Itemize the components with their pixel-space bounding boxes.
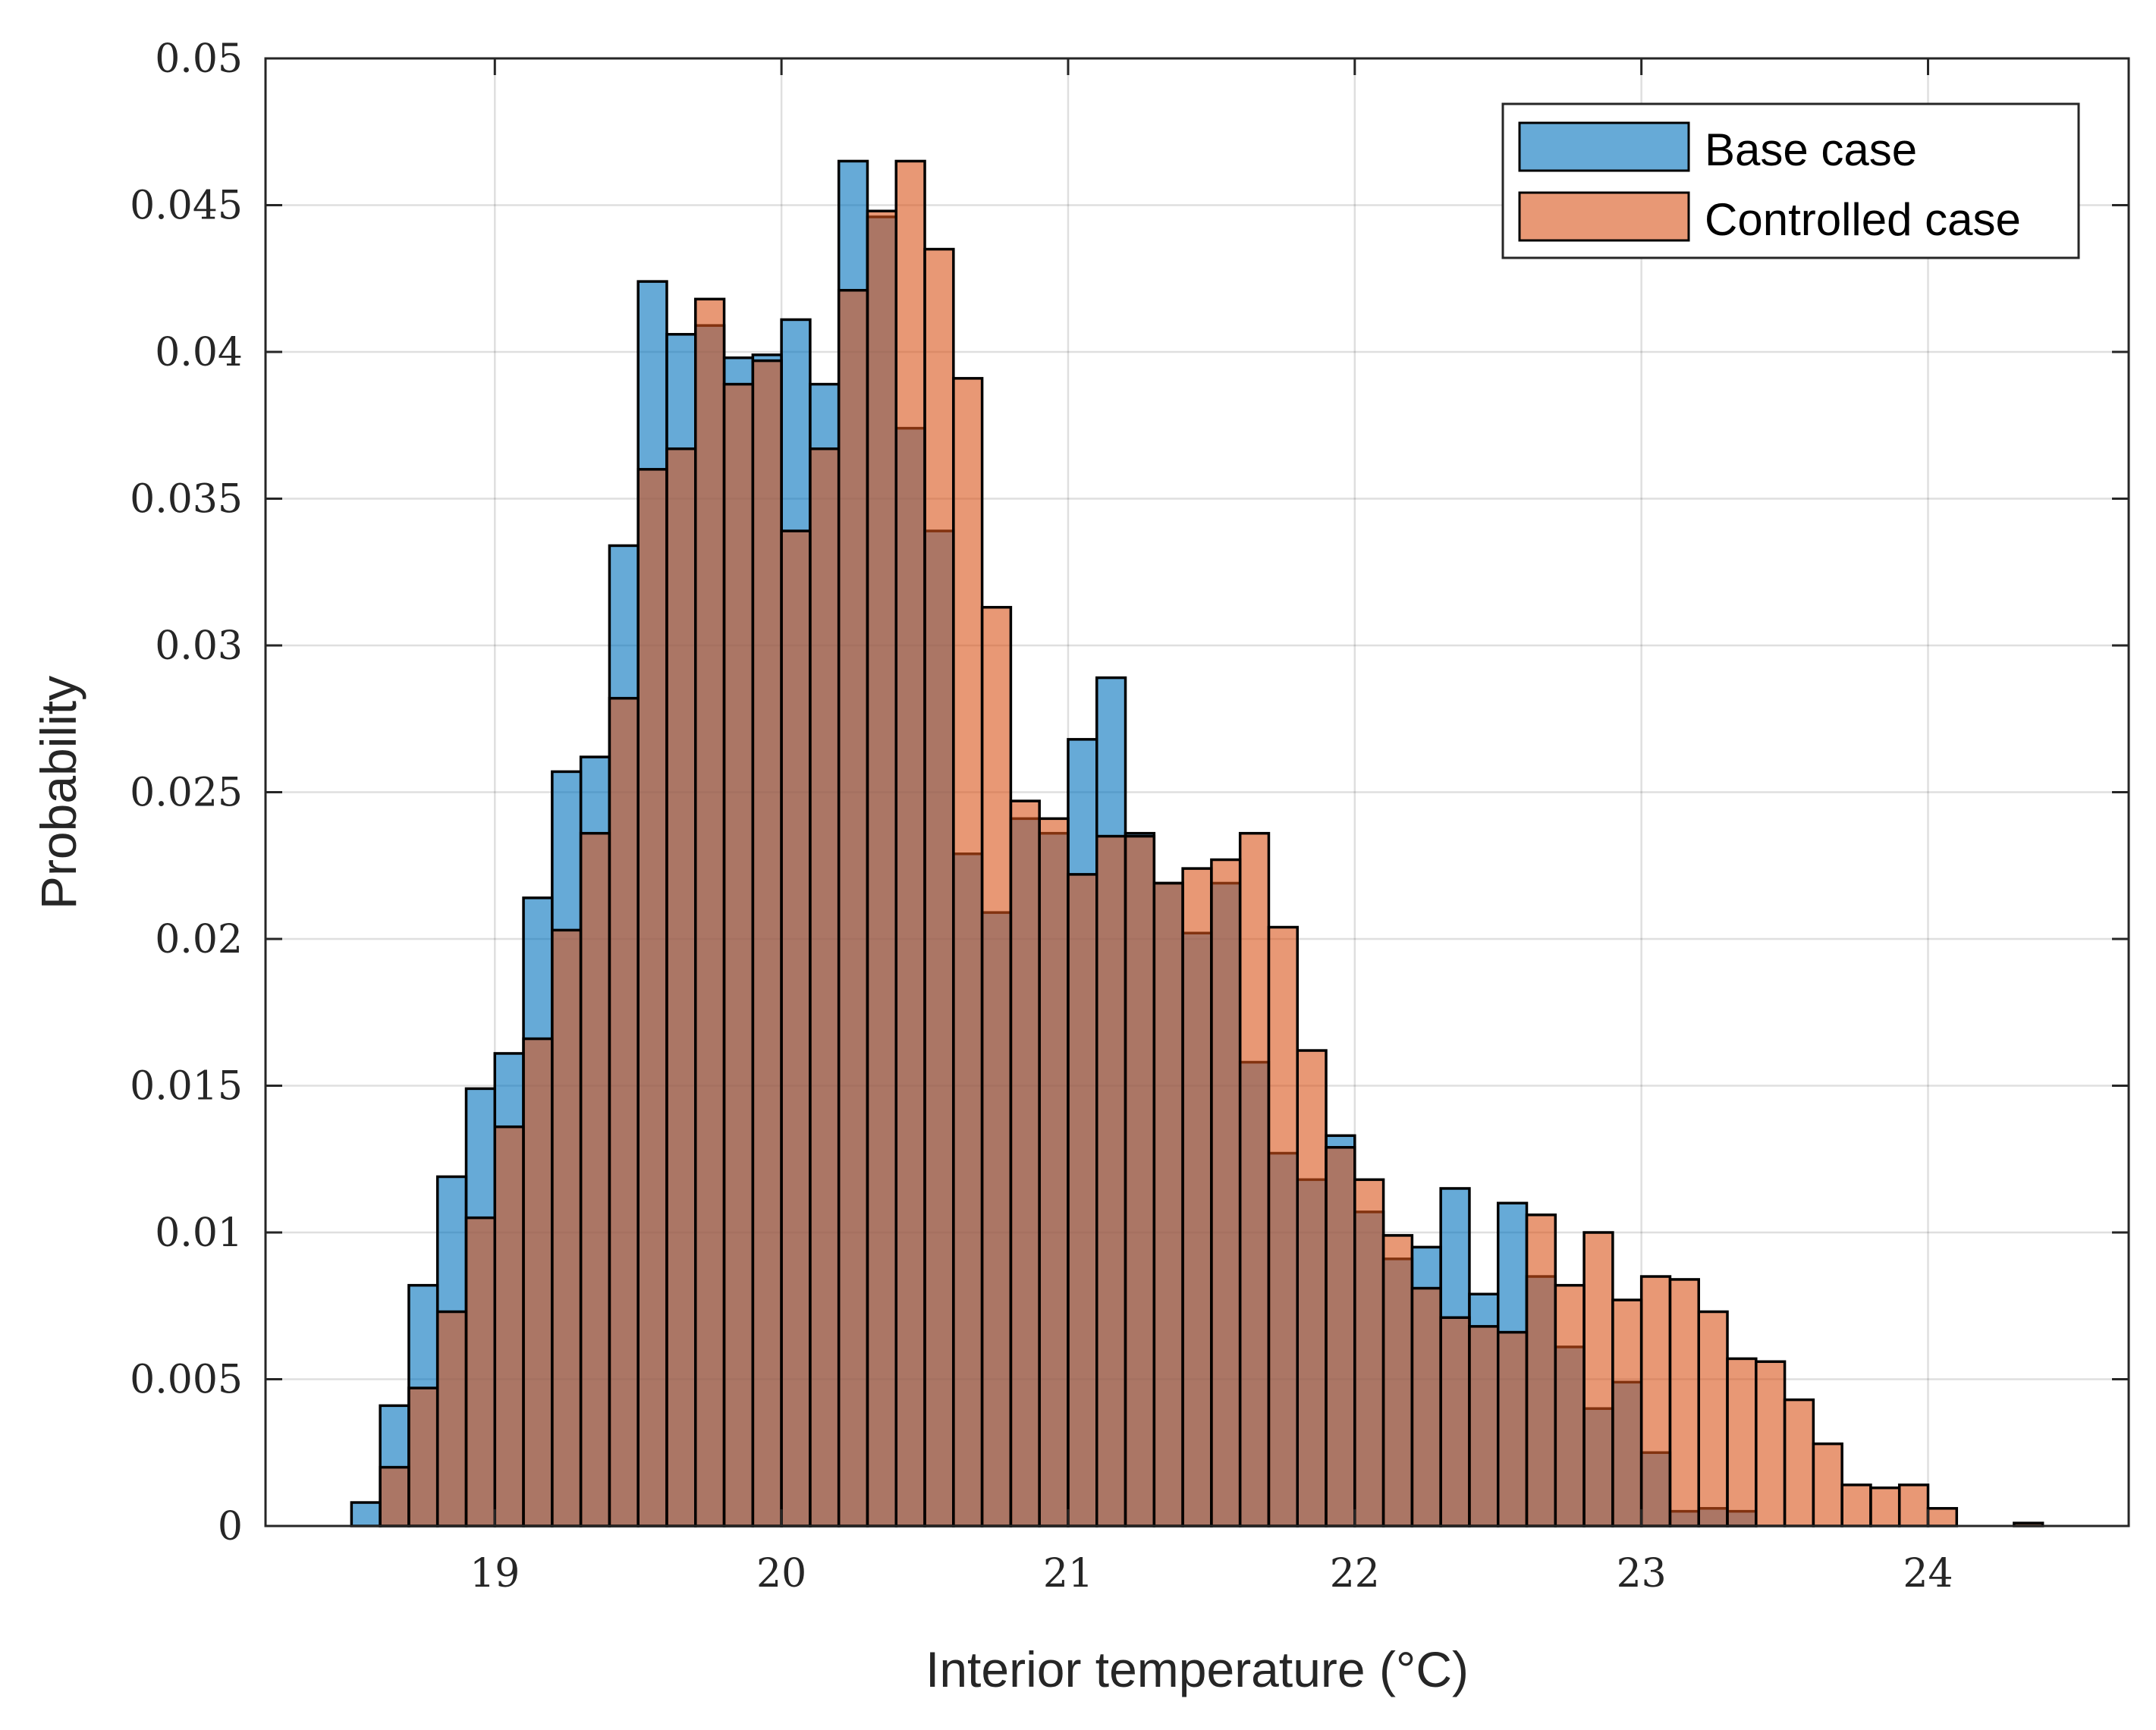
controlled-case-bar [1726, 1357, 1758, 1527]
y-tick-labels: 0 0.005 0.01 0.015 0.02 0.025 0.03 0.035 0.04 0.0… [130, 36, 243, 1549]
x-axis-title: Interior temperature (°C) [926, 1641, 1469, 1697]
y-tick-label: 0 [218, 1504, 243, 1549]
x-tick-label: 24 [1903, 1551, 1953, 1597]
x-tick-label: 22 [1330, 1551, 1380, 1597]
controlled-case-bar [1381, 1234, 1414, 1527]
y-tick-label: 0.045 [130, 184, 243, 229]
y-tick-label: 0.035 [130, 477, 243, 523]
controlled-case-bar [1296, 1049, 1328, 1527]
controlled-case-bar [809, 447, 841, 1527]
y-tick-label: 0.01 [155, 1210, 243, 1256]
y-tick-label: 0.025 [130, 771, 243, 816]
x-tick-label: 21 [1043, 1551, 1093, 1597]
controlled-case-bar [952, 377, 984, 1527]
controlled-case-bar [980, 605, 1013, 1527]
controlled-case-bar [1152, 881, 1184, 1527]
y-tick-label: 0.04 [155, 330, 243, 375]
controlled-case-bar [1496, 1330, 1529, 1527]
controlled-case-bar [1181, 867, 1213, 1527]
controlled-case-bar [1267, 925, 1299, 1527]
controlled-case-bar [923, 247, 955, 1527]
x-tick-label: 20 [756, 1551, 806, 1597]
legend-label-base-case: Base case [1705, 124, 1917, 175]
legend-swatch-controlled-case [1518, 191, 1690, 242]
controlled-case-bar [1325, 1146, 1356, 1527]
controlled-case-bar [493, 1125, 525, 1527]
controlled-case-bar [751, 359, 783, 1527]
x-tick-label: 23 [1617, 1551, 1667, 1597]
y-axis-title: Probability [30, 676, 86, 909]
controlled-case-bar [407, 1386, 439, 1527]
y-tick-label: 0.015 [130, 1064, 243, 1110]
controlled-case-bar [522, 1037, 554, 1527]
controlled-case-bar [837, 288, 869, 1527]
controlled-case-bar [608, 696, 640, 1527]
controlled-case-bar [1869, 1486, 1901, 1527]
controlled-case-bar [1038, 817, 1070, 1527]
controlled-case-bars [379, 159, 2044, 1527]
controlled-case-bar [1439, 1316, 1471, 1527]
y-tick-label: 0.005 [130, 1358, 243, 1403]
controlled-case-bar [551, 928, 583, 1527]
controlled-case-bar [1124, 834, 1156, 1527]
x-tick-labels: 19 20 21 22 23 24 [470, 1551, 1953, 1597]
controlled-case-bar [1067, 873, 1098, 1527]
controlled-case-bar [1812, 1442, 1843, 1527]
controlled-case-bar [1009, 799, 1041, 1527]
controlled-case-bar [1238, 831, 1271, 1527]
controlled-case-bar [1582, 1231, 1614, 1527]
controlled-case-bar [1095, 834, 1127, 1527]
legend-label-controlled-case: Controlled case [1705, 194, 2021, 245]
axis-ticks [266, 57, 2129, 1527]
controlled-case-bar [464, 1216, 497, 1527]
controlled-case-bar [1755, 1360, 1787, 1527]
y-tick-label: 0.03 [155, 623, 243, 669]
controlled-case-bar [1468, 1325, 1500, 1527]
controlled-case-bar [1353, 1178, 1385, 1527]
legend-swatch-base-case [1518, 121, 1690, 172]
controlled-case-bar [1525, 1214, 1557, 1527]
controlled-case-bar [1697, 1310, 1729, 1527]
controlled-case-bar [636, 468, 668, 1527]
controlled-case-bar [1210, 858, 1242, 1527]
controlled-case-bar [894, 159, 926, 1527]
controlled-case-bar [579, 831, 611, 1527]
controlled-case-bar [1639, 1275, 1672, 1527]
controlled-case-bar [1668, 1278, 1700, 1527]
controlled-case-bar [1926, 1507, 1959, 1527]
controlled-case-bar [435, 1310, 468, 1527]
controlled-case-bar [665, 447, 697, 1527]
controlled-case-bar [1897, 1484, 1930, 1527]
controlled-case-bar [722, 382, 755, 1527]
controlled-case-bar [1783, 1398, 1815, 1527]
controlled-case-bar [866, 209, 898, 1527]
controlled-case-bar [1410, 1286, 1442, 1527]
controlled-case-bar [379, 1465, 410, 1527]
controlled-case-bar [780, 529, 812, 1527]
y-tick-label: 0.02 [155, 917, 243, 962]
y-tick-label: 0.05 [155, 36, 243, 82]
legend: Base case Controlled case [1501, 102, 2080, 259]
controlled-case-bar [1840, 1484, 1872, 1527]
controlled-case-bar [1554, 1283, 1586, 1527]
controlled-case-bar [1611, 1298, 1643, 1527]
x-tick-label: 19 [470, 1551, 520, 1597]
base-case-bar [350, 1501, 382, 1527]
controlled-case-bar [694, 297, 726, 1527]
